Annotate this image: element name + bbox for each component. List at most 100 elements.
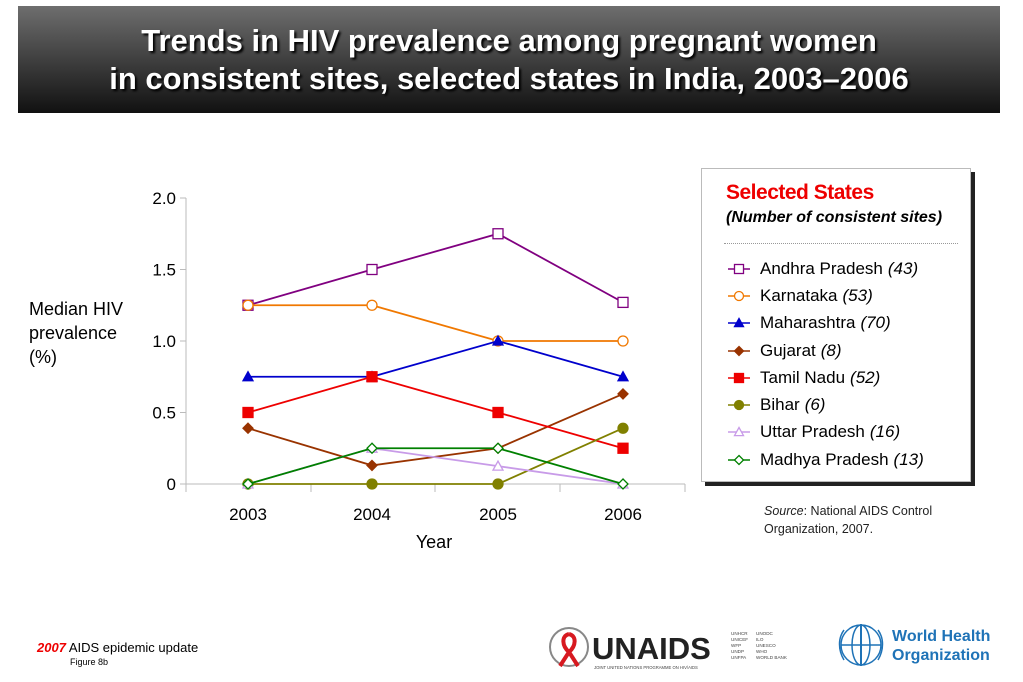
legend-site-count: (8) [820, 340, 842, 360]
unaids-logo: UNAIDS JOINT UNITED NATIONS PROGRAMME ON… [549, 627, 788, 670]
who-emblem-icon [838, 624, 884, 666]
y-tick-label: 2.0 [152, 189, 176, 208]
legend-label: Bihar [760, 395, 800, 415]
series-uttar-pradesh [241, 441, 630, 489]
series-tamil-nadu [242, 371, 629, 454]
cosponsor: WHO [756, 649, 768, 654]
cosponsor: UNICEF [731, 637, 748, 642]
series-madhya-pradesh [242, 442, 629, 490]
data-point [491, 459, 505, 471]
legend-item: Tamil Nadu (52) [726, 364, 924, 391]
legend-label: Uttar Pradesh [760, 422, 865, 442]
data-point [617, 478, 629, 490]
data-point [366, 459, 378, 472]
series-line [248, 427, 624, 485]
source-text: : National AIDS Control [803, 504, 933, 518]
x-axis-label: Year [416, 532, 452, 552]
y-axis-label-line: Median HIV [29, 299, 124, 319]
legend-marker [728, 426, 750, 437]
legend-divider [724, 243, 958, 244]
data-point [492, 406, 504, 419]
legend-site-count: (70) [860, 313, 891, 333]
source-text-line-2: Organization, 2007. [764, 522, 874, 536]
y-tick-label: 1.5 [152, 261, 176, 280]
cosponsor: UNFPA [731, 655, 747, 660]
x-tick-label: 2006 [604, 505, 642, 524]
legend-site-count: (52) [850, 367, 881, 387]
y-tick-label: 1.0 [152, 332, 176, 351]
legend-symbol [733, 263, 745, 274]
unaids-tagline: JOINT UNITED NATIONS PROGRAMME ON HIV/AI… [594, 665, 698, 670]
data-point [616, 370, 630, 382]
series-maharashtra [241, 334, 630, 382]
legend-title: Selected States [726, 181, 874, 204]
data-point [617, 442, 629, 454]
x-tick-label: 2003 [229, 505, 267, 524]
data-point [242, 422, 254, 435]
legend-label: Karnataka [760, 285, 838, 305]
legend-symbol [733, 454, 745, 466]
y-tick-label: 0.5 [152, 404, 176, 423]
series-line [247, 447, 624, 485]
y-axis-label-line: (%) [29, 347, 57, 367]
series-line [247, 232, 624, 307]
legend-symbol [733, 345, 745, 356]
x-tick-label: 2004 [353, 505, 391, 524]
data-point [366, 299, 378, 311]
y-tick-label: 0 [167, 475, 176, 494]
page-title-line-1: Trends in HIV prevalence among pregnant … [141, 22, 877, 58]
data-point [242, 406, 254, 419]
source-note: Source: National AIDS Control Organizati… [764, 502, 932, 538]
legend-label: Maharashtra [760, 313, 856, 333]
legend-site-count: (43) [887, 258, 919, 278]
legend-items: Andhra Pradesh (43) Karnataka (53) Maharasht… [726, 255, 924, 473]
series-line [248, 340, 624, 378]
footer-year: 2007 [37, 640, 66, 655]
legend-symbol [733, 290, 745, 302]
data-point [492, 442, 504, 455]
legend-item: Madhya Pradesh (13) [726, 446, 924, 473]
legend-label: Tamil Nadu [760, 367, 846, 387]
data-point [617, 422, 629, 434]
legend-item: Andhra Pradesh (43) [726, 255, 924, 282]
who-name-line-1: World Health [892, 628, 990, 645]
data-point [492, 228, 504, 240]
y-axis-label-line: prevalence [29, 323, 118, 343]
legend-site-count: (6) [804, 395, 826, 415]
legend-marker [728, 454, 750, 466]
legend-item: Bihar (6) [726, 391, 924, 418]
data-point [366, 263, 378, 276]
cosponsor: ILO [756, 637, 764, 642]
legend-item: Karnataka (53) [726, 282, 924, 309]
data-point [241, 370, 255, 382]
footer: 2007 AIDS epidemic update [37, 640, 198, 655]
who-logo: World Health Organization [838, 624, 990, 666]
page-title-line-2: in consistent sites, selected states in … [109, 60, 909, 96]
legend-item: Gujarat (8) [726, 337, 924, 364]
legend-item: Maharashtra (70) [726, 310, 924, 337]
legend-marker [728, 290, 750, 302]
legend: Selected States (Number of consistent si… [701, 168, 971, 482]
source-label: Source [764, 504, 804, 518]
data-point [617, 387, 629, 400]
data-point [492, 478, 504, 490]
legend-marker [728, 345, 750, 356]
cosponsor: UNESCO [756, 643, 776, 648]
unaids-wordmark: UNAIDS [592, 631, 711, 666]
legend-site-count: (53) [842, 285, 873, 305]
svg-text:UNAIDS: UNAIDS [592, 631, 711, 666]
legend-site-count: (13) [893, 449, 924, 469]
legend-marker [728, 317, 750, 328]
title-banner: Trends in HIV prevalence among pregnant … [18, 6, 1000, 113]
data-point [366, 442, 378, 455]
data-point [491, 334, 505, 346]
series-karnataka [242, 299, 629, 347]
x-tick-label: 2005 [479, 505, 517, 524]
cosponsor: UNHCR [731, 631, 748, 636]
data-point [617, 335, 629, 347]
footer-text: AIDS epidemic update [68, 640, 199, 655]
legend-symbol [733, 372, 745, 383]
legend-item: Uttar Pradesh (16) [726, 419, 924, 446]
legend-label: Madhya Pradesh [760, 449, 889, 469]
